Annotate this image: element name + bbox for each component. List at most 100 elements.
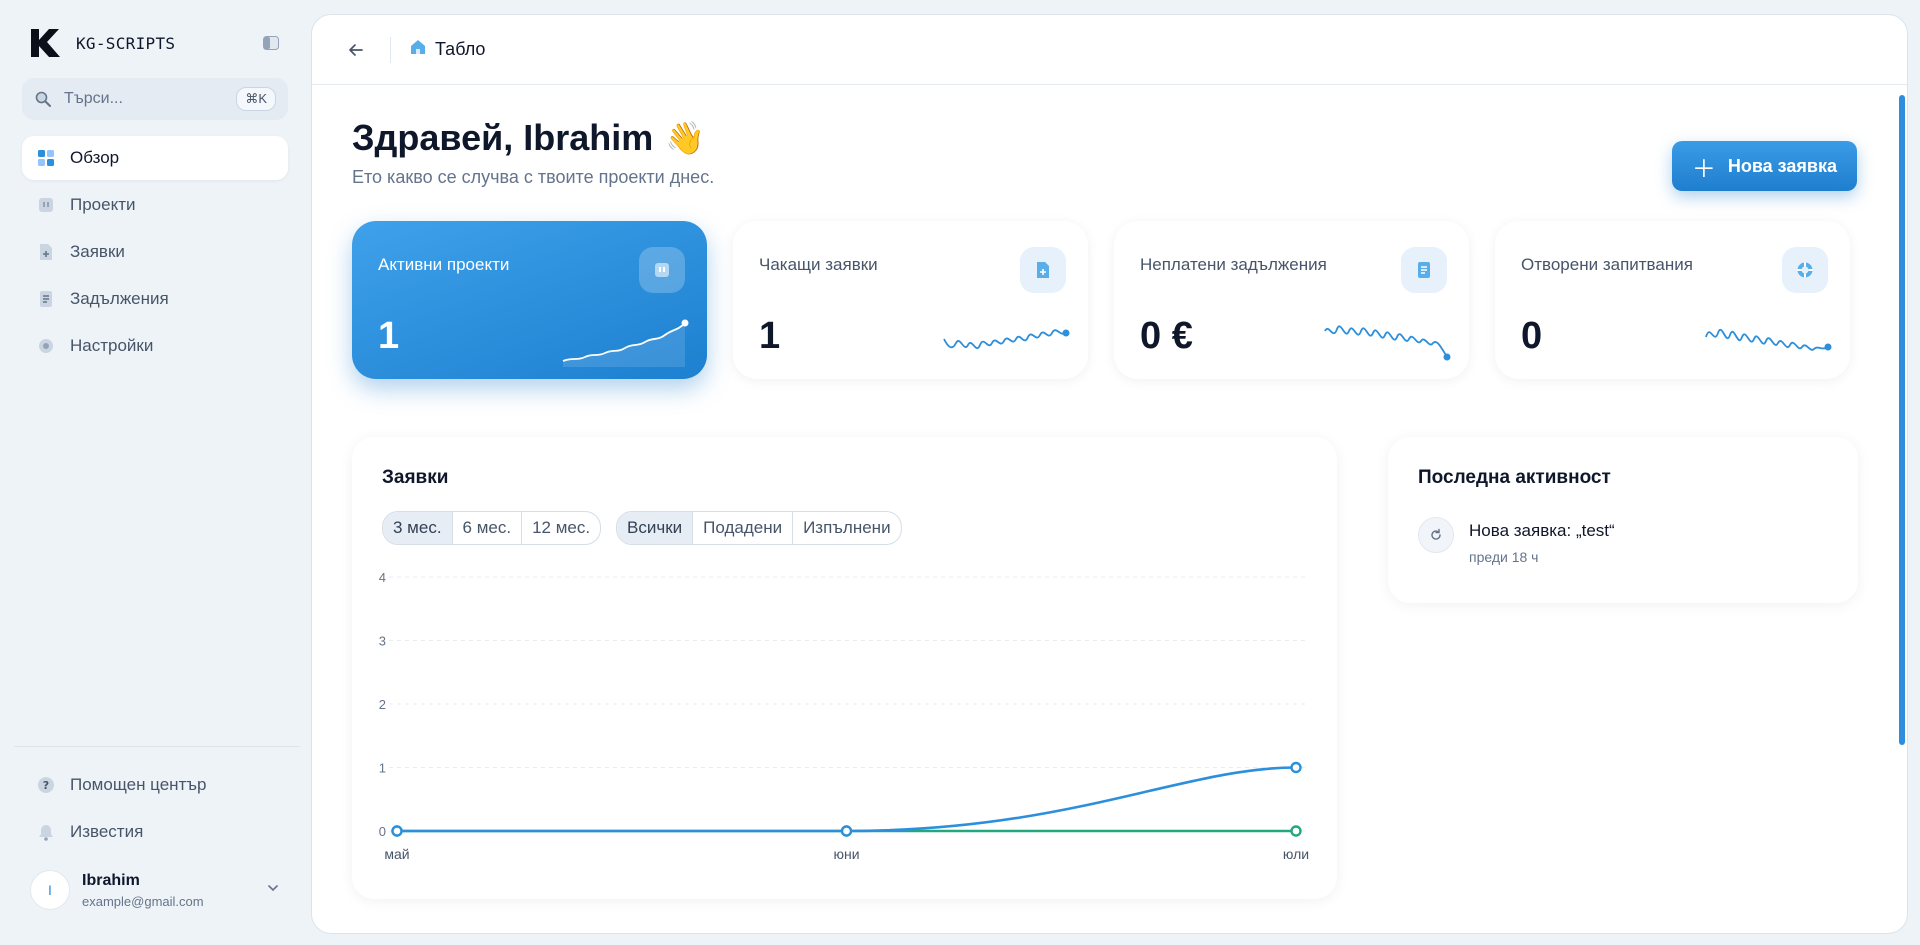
home-icon	[409, 38, 427, 61]
sidebar-nav: Обзор Проекти Заявки Задължения Настройк…	[22, 136, 288, 368]
brand-logo[interactable]	[28, 26, 62, 60]
sidebar-item-notifications[interactable]: Известия	[22, 810, 292, 854]
sidebar-item-label: Известия	[70, 822, 144, 841]
sidebar-item-label: Задължения	[70, 289, 169, 308]
filter-option-completed[interactable]: Изпълнени	[792, 512, 901, 544]
data-point	[391, 825, 403, 837]
stat-card-open-inquiries[interactable]: Отворени запитвания 0	[1495, 221, 1850, 379]
page-title: Здравей, Ibrahim 👋	[352, 117, 705, 159]
sidebar-item-label: Заявки	[70, 242, 125, 261]
sidebar-item-label: Помощен център	[70, 775, 207, 794]
divider	[390, 36, 391, 63]
stat-card-unpaid-obligations[interactable]: Неплатени задължения 0 €	[1114, 221, 1469, 379]
filter-option-all[interactable]: Всички	[617, 512, 693, 544]
svg-text:?: ?	[43, 779, 49, 792]
search-icon	[34, 90, 52, 108]
activity-text: Нова заявка: „test“	[1469, 521, 1615, 540]
stat-label: Чакащи заявки	[759, 255, 878, 274]
bell-icon	[36, 822, 56, 842]
card-title: Последна активност	[1418, 467, 1611, 488]
sparkline	[943, 329, 1070, 349]
stat-value: 1	[759, 315, 781, 357]
sidebar-item-label: Проекти	[70, 195, 136, 214]
folder-icon	[36, 195, 56, 215]
requests-chart-card: Заявки 3 мес. 6 мес. 12 мес. Всички Пода…	[352, 437, 1337, 899]
back-arrow-icon[interactable]	[342, 36, 370, 64]
sidebar-bottom-nav: ? Помощен център Известия	[14, 746, 300, 857]
activity-time: преди 18 ч	[1469, 549, 1539, 565]
user-name: Ibrahim	[82, 871, 140, 889]
greeting-text: Здравей, Ibrahim	[352, 117, 654, 158]
new-request-button[interactable]: ＋ Нова заявка	[1671, 141, 1857, 191]
status-filter: Всички Подадени Изпълнени	[616, 511, 902, 545]
search-placeholder: Търси...	[64, 90, 123, 107]
y-tick-label: 3	[379, 634, 386, 649]
stat-label: Активни проекти	[378, 255, 510, 274]
recent-activity-card: Последна активност Нова заявка: „test“ п…	[1388, 437, 1858, 603]
series-line	[397, 766, 1297, 833]
receipt-icon	[1401, 247, 1447, 293]
folder-icon	[639, 247, 685, 293]
requests-line-chart: 0 1 2 3 4 май юни юли	[379, 570, 1309, 862]
sidebar-item-help-center[interactable]: ? Помощен център	[22, 763, 292, 807]
filter-option-submitted[interactable]: Подадени	[692, 512, 792, 544]
search-input[interactable]: Търси... ⌘K	[22, 78, 288, 120]
sidebar-item-settings[interactable]: Настройки	[22, 324, 288, 368]
data-point	[840, 825, 853, 837]
plus-icon: ＋	[1691, 155, 1716, 183]
sidebar-item-projects[interactable]: Проекти	[22, 183, 288, 227]
search-shortcut-badge: ⌘K	[236, 87, 276, 111]
data-point	[1290, 761, 1302, 774]
sidebar-item-label: Обзор	[70, 148, 120, 167]
card-title: Заявки	[382, 467, 449, 488]
sidebar-item-requests[interactable]: Заявки	[22, 230, 288, 274]
stat-label: Неплатени задължения	[1140, 255, 1327, 274]
help-icon: ?	[36, 775, 56, 795]
user-email: example@gmail.com	[82, 893, 204, 909]
stat-value: 1	[378, 315, 400, 357]
sparkline	[562, 319, 689, 367]
sidebar-item-label: Настройки	[70, 336, 154, 355]
brand: KG-SCRIPTS	[22, 22, 288, 64]
period-option-3m[interactable]: 3 мес.	[383, 512, 452, 544]
sidebar-item-overview[interactable]: Обзор	[22, 136, 288, 180]
user-menu[interactable]: I Ibrahim example@gmail.com	[30, 870, 280, 910]
period-option-12m[interactable]: 12 мес.	[521, 512, 600, 544]
new-request-label: Нова заявка	[1727, 155, 1837, 176]
page-subtitle: Ето какво се случва с твоите проекти дне…	[352, 167, 715, 187]
refresh-icon	[1418, 517, 1454, 553]
period-option-6m[interactable]: 6 мес.	[451, 512, 522, 544]
brand-name: KG-SCRIPTS	[76, 33, 176, 53]
activity-item[interactable]: Нова заявка: „test“ преди 18 ч	[1418, 517, 1615, 565]
stat-card-pending-requests[interactable]: Чакащи заявки 1	[733, 221, 1088, 379]
period-selector: 3 мес. 6 мес. 12 мес.	[382, 511, 602, 545]
scrollbar[interactable]	[1899, 95, 1905, 745]
breadcrumb: Табло	[409, 38, 485, 61]
data-point	[1290, 825, 1302, 837]
file-plus-icon	[36, 242, 56, 262]
chevron-down-icon[interactable]	[266, 881, 280, 900]
sidebar: KG-SCRIPTS Търси... ⌘K Обзор Проекти	[0, 0, 310, 945]
lifebuoy-icon	[1782, 247, 1828, 293]
sidebar-item-obligations[interactable]: Задължения	[22, 277, 288, 321]
stat-value: 0 €	[1140, 315, 1193, 357]
y-tick-label: 1	[379, 761, 386, 776]
main-panel: Табло Здравей, Ibrahim 👋 Ето какво се сл…	[311, 14, 1908, 934]
stat-card-active-projects[interactable]: Активни проекти 1	[352, 221, 707, 379]
y-tick-label: 4	[379, 570, 386, 585]
top-bar: Табло	[312, 15, 1907, 85]
y-tick-label: 2	[379, 697, 386, 712]
file-plus-icon	[1020, 247, 1066, 293]
avatar: I	[30, 870, 70, 910]
collapse-sidebar-icon[interactable]	[260, 32, 282, 54]
x-tick-label: май	[384, 846, 409, 862]
x-tick-label: юли	[1283, 846, 1309, 862]
sparkline	[1705, 329, 1832, 351]
gear-icon	[36, 336, 56, 356]
sparkline	[1324, 325, 1451, 361]
breadcrumb-current: Табло	[435, 39, 486, 59]
stat-value: 0	[1521, 315, 1543, 357]
y-tick-label: 0	[379, 824, 386, 839]
x-tick-label: юни	[833, 846, 859, 862]
receipt-icon	[36, 289, 56, 309]
